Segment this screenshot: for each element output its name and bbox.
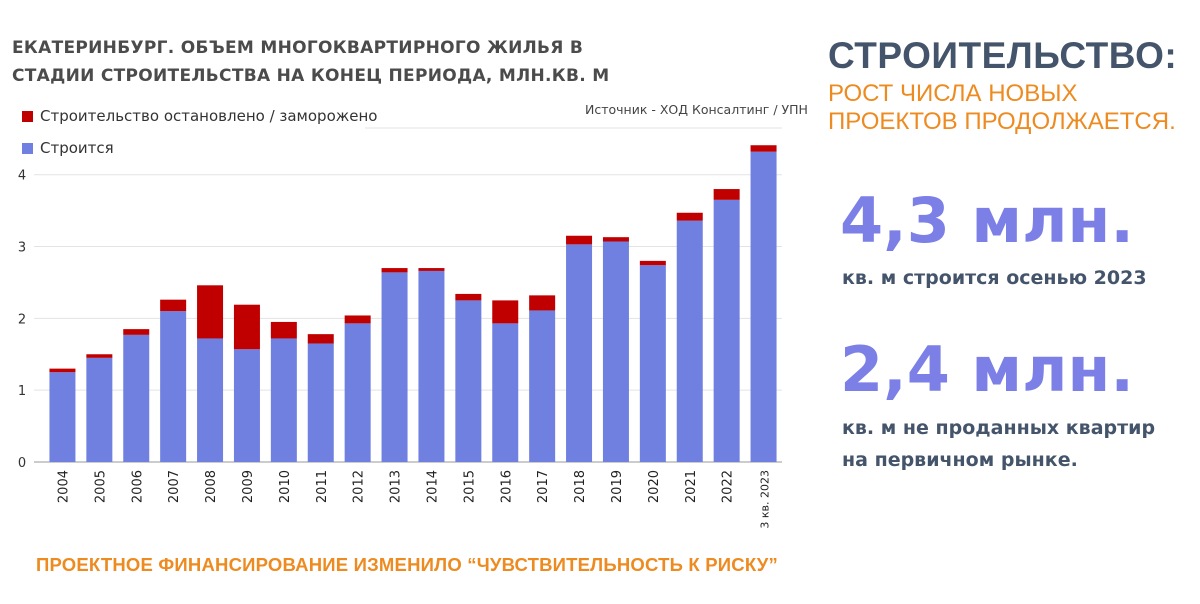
x-tick-label: 2009 <box>241 470 256 503</box>
legend-item-frozen: Строительство остановлено / заморожено <box>22 100 377 132</box>
x-tick-label: 2020 <box>647 470 662 503</box>
x-tick-label: 2017 <box>536 470 551 503</box>
bar-frozen-2008 <box>197 285 224 339</box>
bar-frozen-2004 <box>49 368 76 373</box>
x-tick-label: 2021 <box>684 470 699 503</box>
bar-frozen-2005 <box>86 354 113 358</box>
bar-building-2013 <box>381 272 408 462</box>
bar-building-2018 <box>566 244 593 462</box>
y-axis-ticks: 0 1 2 3 4 <box>18 169 26 471</box>
bar-building-2007 <box>160 311 187 462</box>
headline-subtitle-1: РОСТ ЧИСЛА НОВЫХ <box>828 80 1078 107</box>
chart-grid <box>34 127 782 463</box>
x-tick-label: 2007 <box>167 470 182 503</box>
x-tick-label: 2012 <box>352 470 367 503</box>
stat-label-building: кв. м строится осенью 2023 <box>842 267 1147 289</box>
bar-building-2021 <box>676 220 703 462</box>
chart-bars <box>49 145 777 463</box>
x-axis-ticks: 2004 2005 2006 2007 2008 2009 2010 2011 2012 2013… <box>56 470 771 529</box>
x-tick-label: 2006 <box>130 470 145 503</box>
bar-frozen-2006 <box>123 329 150 335</box>
chart-source: Источник - ХОД Консалтинг / УПН <box>585 102 808 117</box>
y-tick-label: 1 <box>18 384 26 399</box>
x-tick-label: 2022 <box>721 470 736 503</box>
x-tick-label: 2015 <box>462 470 477 503</box>
bar-frozen-2010 <box>270 321 297 339</box>
bar-frozen-2007 <box>160 299 187 312</box>
x-tick-label: 2010 <box>278 470 293 503</box>
bar-frozen-2021 <box>676 212 703 221</box>
bar-building-2017 <box>529 310 556 462</box>
bar-frozen-2019 <box>602 237 629 242</box>
bar-building-2008 <box>197 338 224 462</box>
legend-swatch-building <box>22 142 33 154</box>
bar-building-2011 <box>307 343 334 462</box>
bar-building-2015 <box>455 300 482 462</box>
legend-label-building: Строится <box>40 139 114 157</box>
bar-frozen-2018 <box>566 235 593 245</box>
stat-label-unsold-2: на первичном рынке. <box>842 449 1078 471</box>
bar-building-2019 <box>602 241 629 462</box>
bar-frozen-2013 <box>381 268 408 273</box>
bar-frozen-2011 <box>307 334 334 344</box>
stat-label-unsold-1: кв. м не проданных квартир <box>842 417 1156 439</box>
bar-frozen-2014 <box>418 268 445 271</box>
y-tick-label: 3 <box>18 241 26 256</box>
x-tick-label: 2018 <box>573 470 588 503</box>
x-tick-label: 2004 <box>56 470 71 503</box>
bar-building-3-кв.-2023 <box>750 151 777 462</box>
bar-building-2022 <box>713 199 740 463</box>
legend-label-frozen: Строительство остановлено / заморожено <box>40 107 378 125</box>
chart-legend: Строительство остановлено / заморожено С… <box>22 100 377 164</box>
x-tick-label: 2005 <box>93 470 108 503</box>
bar-frozen-2017 <box>529 295 556 311</box>
footer-note: ПРОЕКТНОЕ ФИНАНСИРОВАНИЕ ИЗМЕНИЛО “ЧУВСТ… <box>36 554 778 575</box>
y-tick-label: 4 <box>18 169 26 184</box>
stat-value-unsold: 2,4 млн. <box>840 333 1134 406</box>
bar-frozen-2022 <box>713 189 740 200</box>
x-tick-label: 2019 <box>610 470 625 503</box>
x-tick-label: 2008 <box>204 470 219 503</box>
headline-block: СТРОИТЕЛЬСТВО: РОСТ ЧИСЛА НОВЫХ ПРОЕКТОВ… <box>828 36 1188 136</box>
bar-building-2006 <box>123 334 150 462</box>
bar-building-2016 <box>492 323 519 462</box>
bar-frozen-2012 <box>344 315 371 324</box>
bar-building-2012 <box>344 323 371 462</box>
bar-frozen-2016 <box>492 300 519 324</box>
bar-frozen-2009 <box>233 304 260 350</box>
bar-building-2009 <box>233 349 260 462</box>
chart-title: ЕКАТЕРИНБУРГ. ОБЪЕМ МНОГОКВАРТИРНОГО ЖИЛ… <box>12 38 610 86</box>
bar-building-2005 <box>86 357 113 462</box>
bar-building-2004 <box>49 372 76 462</box>
legend-swatch-frozen <box>22 110 33 122</box>
legend-item-building: Строится <box>22 132 377 164</box>
x-tick-label: 2013 <box>389 470 404 503</box>
stat-value-building: 4,3 млн. <box>840 184 1134 257</box>
bar-frozen-2020 <box>639 260 666 266</box>
x-tick-label: 3 кв. 2023 <box>759 470 772 529</box>
headline-subtitle-2: ПРОЕКТОВ ПРОДОЛЖАЕТСЯ. <box>828 108 1176 135</box>
bar-building-2010 <box>270 338 297 462</box>
headline-title: СТРОИТЕЛЬСТВО: <box>828 35 1178 76</box>
y-tick-label: 0 <box>18 456 26 471</box>
x-tick-label: 2014 <box>425 470 440 503</box>
bar-frozen-2015 <box>455 293 482 301</box>
y-tick-label: 2 <box>18 312 26 327</box>
bar-building-2020 <box>639 265 666 462</box>
bar-frozen-3-кв.-2023 <box>750 145 777 152</box>
bar-building-2014 <box>418 270 445 462</box>
x-tick-label: 2011 <box>315 470 330 503</box>
x-tick-label: 2016 <box>499 470 514 503</box>
